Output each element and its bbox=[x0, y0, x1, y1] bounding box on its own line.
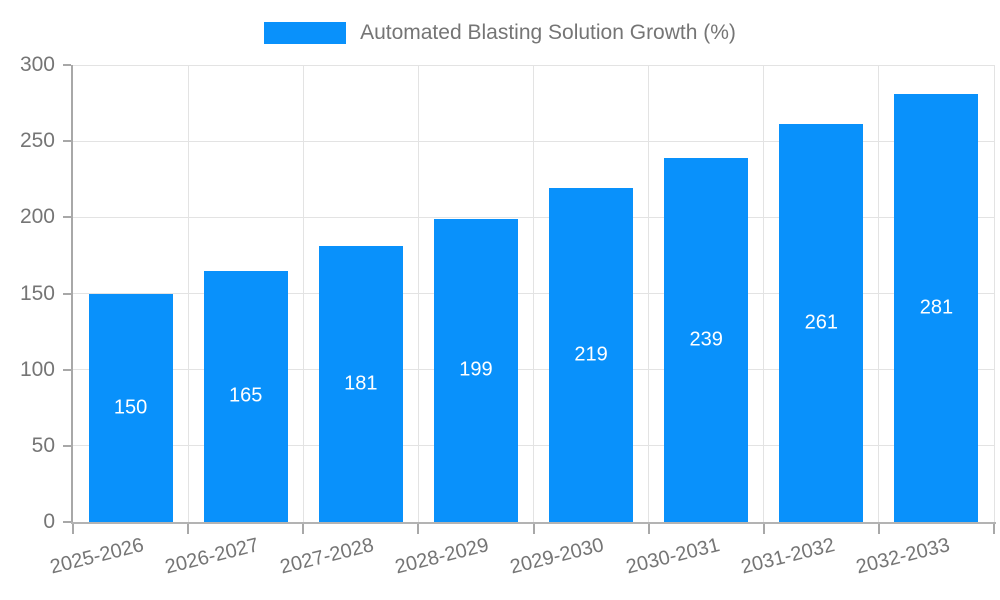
y-axis-label: 100 bbox=[19, 357, 55, 381]
y-axis-line bbox=[71, 65, 73, 522]
x-axis-label: 2031-2032 bbox=[738, 534, 837, 579]
y-axis-label: 0 bbox=[43, 510, 55, 533]
bar[interactable]: 165 bbox=[203, 270, 288, 522]
x-axis-tick bbox=[187, 524, 190, 534]
gridline-vertical bbox=[187, 65, 189, 522]
y-axis-label: 300 bbox=[19, 53, 55, 76]
y-axis-label: 150 bbox=[19, 281, 55, 305]
bar[interactable]: 239 bbox=[664, 157, 749, 522]
gridline-vertical bbox=[763, 65, 765, 522]
bar-value-label: 165 bbox=[229, 384, 263, 407]
bar-value-label: 281 bbox=[919, 296, 954, 319]
bar[interactable]: 150 bbox=[88, 293, 173, 522]
x-axis-tick bbox=[302, 524, 305, 534]
y-axis-tick bbox=[63, 368, 71, 371]
x-axis-label: 2032-2033 bbox=[853, 534, 952, 579]
y-axis-tick bbox=[63, 521, 71, 523]
bar[interactable]: 281 bbox=[894, 93, 979, 522]
bar[interactable]: 261 bbox=[779, 124, 864, 522]
bar-value-label: 181 bbox=[344, 372, 378, 395]
y-axis-tick bbox=[63, 292, 71, 295]
x-axis-labels: 2025-2026 2026-2027 2027-2028 2028-2029 2029… bbox=[48, 522, 994, 600]
bar-value-label: 199 bbox=[459, 358, 493, 381]
gridline-vertical bbox=[302, 65, 304, 522]
bar[interactable]: 219 bbox=[549, 188, 634, 522]
gridline-vertical bbox=[878, 65, 880, 522]
plot-area: 150 165 181 199 219 239 261 281 bbox=[63, 64, 996, 534]
legend-swatch bbox=[264, 22, 347, 44]
x-axis-label: 2025-2026 bbox=[47, 534, 146, 579]
x-axis-line bbox=[71, 522, 996, 524]
y-axis-label: 200 bbox=[19, 205, 55, 229]
gridline-vertical bbox=[533, 65, 534, 522]
x-axis-tick bbox=[72, 524, 74, 534]
x-axis-label: 2030-2031 bbox=[623, 534, 722, 579]
y-axis-label: 50 bbox=[31, 433, 55, 457]
x-axis-tick bbox=[417, 524, 420, 534]
legend[interactable]: Automated Blasting Solution Growth (%) bbox=[0, 21, 1000, 45]
y-axis-tick bbox=[63, 64, 71, 66]
y-axis-tick bbox=[63, 140, 71, 143]
gridline-vertical bbox=[993, 65, 995, 522]
gridline-vertical bbox=[417, 65, 419, 522]
bar[interactable]: 199 bbox=[433, 218, 518, 522]
x-axis-label: 2028-2029 bbox=[393, 534, 492, 579]
bar-value-label: 219 bbox=[574, 343, 608, 366]
legend-label: Automated Blasting Solution Growth (%) bbox=[360, 21, 736, 44]
bar-value-label: 150 bbox=[113, 396, 148, 419]
gridline-vertical bbox=[648, 65, 650, 522]
y-axis-labels: 0 50 100 150 200 250 300 bbox=[0, 54, 55, 533]
x-axis-tick bbox=[532, 524, 535, 534]
x-axis-label: 2027-2028 bbox=[277, 534, 377, 579]
x-axis-label: 2026-2027 bbox=[162, 534, 262, 579]
x-axis-label: 2029-2030 bbox=[508, 534, 607, 579]
bar-value-label: 261 bbox=[804, 311, 838, 334]
bar[interactable]: 181 bbox=[318, 246, 403, 522]
y-axis-tick bbox=[63, 216, 71, 219]
y-axis-tick bbox=[63, 444, 71, 447]
x-axis-tick bbox=[993, 524, 995, 534]
bar-value-label: 239 bbox=[689, 328, 723, 351]
x-axis-tick bbox=[877, 524, 880, 534]
x-axis-tick bbox=[647, 524, 650, 534]
y-axis-label: 250 bbox=[19, 129, 55, 153]
x-axis-tick bbox=[762, 524, 765, 534]
